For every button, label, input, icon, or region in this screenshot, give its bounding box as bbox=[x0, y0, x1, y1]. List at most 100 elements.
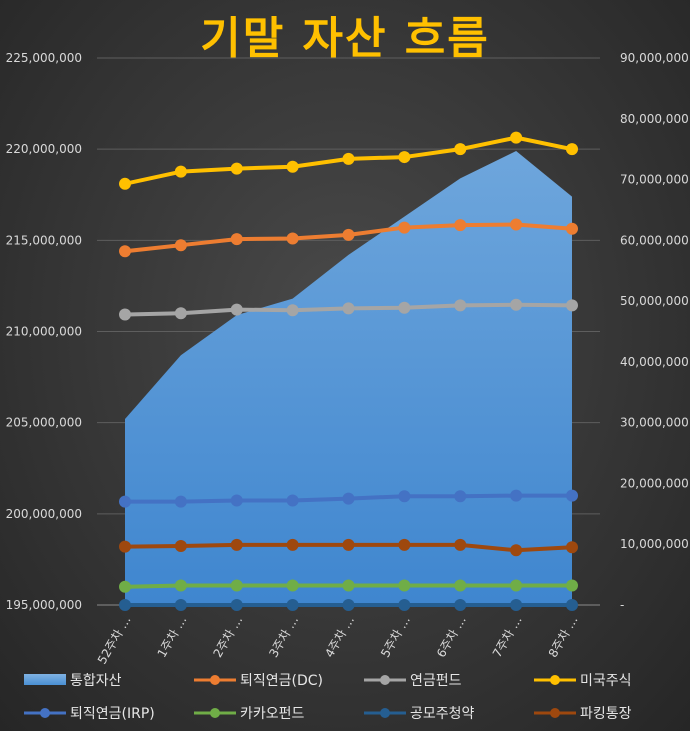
x-tick-label: 3주차 … bbox=[266, 614, 301, 660]
data-point-퇴직연금(DC) bbox=[398, 221, 411, 234]
data-point-미국주식 bbox=[230, 162, 243, 175]
legend-label: 연금펀드 bbox=[410, 673, 462, 689]
legend-marker-퇴직연금(IRP) bbox=[40, 708, 50, 718]
legend-swatch-통합자산 bbox=[24, 674, 66, 685]
data-point-연금펀드 bbox=[342, 302, 355, 315]
data-point-퇴직연금(DC) bbox=[510, 218, 523, 231]
data-point-연금펀드 bbox=[398, 301, 411, 314]
data-point-카카오펀드 bbox=[510, 579, 523, 592]
chart-title: 기말 자산 흐름 bbox=[200, 13, 490, 64]
data-point-파킹통장 bbox=[398, 538, 411, 551]
data-point-미국주식 bbox=[398, 151, 411, 164]
legend-marker-카카오펀드 bbox=[210, 708, 220, 718]
y-left-tick-label: 205,000,000 bbox=[6, 416, 82, 430]
data-point-연금펀드 bbox=[510, 298, 523, 311]
legend-marker-파킹통장 bbox=[550, 708, 560, 718]
data-point-연금펀드 bbox=[286, 304, 299, 317]
data-point-퇴직연금(IRP) bbox=[230, 494, 243, 507]
data-point-퇴직연금(IRP) bbox=[342, 492, 355, 505]
data-point-미국주식 bbox=[119, 177, 131, 190]
data-point-공모주청약 bbox=[174, 599, 187, 611]
data-point-연금펀드 bbox=[119, 308, 131, 321]
data-point-퇴직연금(IRP) bbox=[398, 490, 411, 503]
data-point-퇴직연금(DC) bbox=[230, 233, 243, 246]
data-point-미국주식 bbox=[454, 143, 467, 156]
y-left-tick-label: 215,000,000 bbox=[6, 233, 82, 247]
data-point-퇴직연금(IRP) bbox=[566, 489, 578, 502]
data-point-파킹통장 bbox=[286, 538, 299, 551]
legend-label: 퇴직연금(IRP) bbox=[70, 706, 155, 722]
legend-marker-연금펀드 bbox=[380, 675, 390, 685]
data-point-퇴직연금(DC) bbox=[342, 228, 355, 241]
data-point-파킹통장 bbox=[174, 540, 187, 553]
data-point-카카오펀드 bbox=[119, 580, 131, 593]
data-point-퇴직연금(DC) bbox=[174, 239, 187, 252]
data-point-공모주청약 bbox=[510, 599, 523, 611]
data-point-카카오펀드 bbox=[286, 579, 299, 592]
area-series-통합자산 bbox=[125, 150, 572, 606]
data-point-미국주식 bbox=[566, 143, 578, 156]
y-right-tick-label: - bbox=[620, 598, 624, 612]
data-point-퇴직연금(IRP) bbox=[174, 495, 187, 508]
y-right-tick-label: 60,000,000 bbox=[620, 233, 689, 247]
legend-label: 통합자산 bbox=[70, 673, 122, 689]
legend-label: 파킹통장 bbox=[580, 706, 632, 722]
data-point-카카오펀드 bbox=[230, 579, 243, 592]
y-right-tick-label: 30,000,000 bbox=[620, 416, 689, 430]
x-tick-label: 7주차 … bbox=[490, 614, 525, 660]
data-point-카카오펀드 bbox=[174, 579, 187, 592]
y-left-tick-label: 225,000,000 bbox=[6, 51, 82, 65]
data-point-연금펀드 bbox=[174, 307, 187, 320]
data-point-카카오펀드 bbox=[398, 579, 411, 592]
x-tick-label: 1주차 … bbox=[155, 614, 190, 660]
legend-label: 공모주청약 bbox=[410, 706, 475, 722]
legend-label: 카카오펀드 bbox=[240, 706, 305, 722]
data-point-연금펀드 bbox=[454, 299, 467, 312]
x-tick-label: 8주차 … bbox=[546, 614, 581, 660]
data-point-파킹통장 bbox=[230, 538, 243, 551]
legend-label: 퇴직연금(DC) bbox=[240, 673, 323, 689]
legend-marker-퇴직연금(DC) bbox=[210, 675, 220, 685]
y-right-tick-label: 10,000,000 bbox=[620, 537, 689, 551]
data-point-카카오펀드 bbox=[566, 579, 578, 592]
x-tick-label: 6주차 … bbox=[434, 614, 469, 660]
y-left-tick-label: 195,000,000 bbox=[6, 598, 82, 612]
data-point-퇴직연금(IRP) bbox=[286, 494, 299, 507]
data-point-퇴직연금(IRP) bbox=[454, 490, 467, 503]
data-point-퇴직연금(IRP) bbox=[510, 489, 523, 502]
x-tick-label: 5주차 … bbox=[378, 614, 413, 660]
data-point-공모주청약 bbox=[566, 599, 578, 611]
data-point-미국주식 bbox=[510, 131, 523, 144]
x-tick-label: 52주차 … bbox=[95, 614, 134, 667]
data-point-공모주청약 bbox=[454, 599, 467, 611]
data-point-퇴직연금(IRP) bbox=[119, 495, 131, 508]
legend-label: 미국주식 bbox=[580, 673, 632, 689]
y-right-tick-label: 40,000,000 bbox=[620, 355, 689, 369]
data-point-파킹통장 bbox=[119, 540, 131, 553]
data-point-공모주청약 bbox=[342, 599, 355, 611]
data-point-연금펀드 bbox=[566, 299, 578, 312]
data-point-파킹통장 bbox=[566, 541, 578, 554]
y-right-tick-label: 80,000,000 bbox=[620, 112, 689, 126]
data-point-퇴직연금(DC) bbox=[286, 232, 299, 245]
y-left-tick-label: 200,000,000 bbox=[6, 507, 82, 521]
y-right-tick-label: 90,000,000 bbox=[620, 51, 689, 65]
data-point-공모주청약 bbox=[230, 599, 243, 611]
x-tick-label: 2주차 … bbox=[210, 614, 245, 660]
x-tick-label: 4주차 … bbox=[322, 614, 357, 660]
data-point-미국주식 bbox=[174, 165, 187, 178]
data-point-파킹통장 bbox=[342, 538, 355, 551]
data-point-미국주식 bbox=[342, 152, 355, 165]
data-point-카카오펀드 bbox=[454, 579, 467, 592]
data-point-퇴직연금(DC) bbox=[119, 245, 131, 258]
data-point-공모주청약 bbox=[119, 599, 131, 611]
data-point-퇴직연금(DC) bbox=[566, 222, 578, 235]
data-point-퇴직연금(DC) bbox=[454, 219, 467, 232]
y-right-tick-label: 20,000,000 bbox=[620, 476, 689, 490]
data-point-카카오펀드 bbox=[342, 579, 355, 592]
data-point-파킹통장 bbox=[510, 544, 523, 557]
legend-marker-미국주식 bbox=[550, 675, 560, 685]
data-point-파킹통장 bbox=[454, 538, 467, 551]
